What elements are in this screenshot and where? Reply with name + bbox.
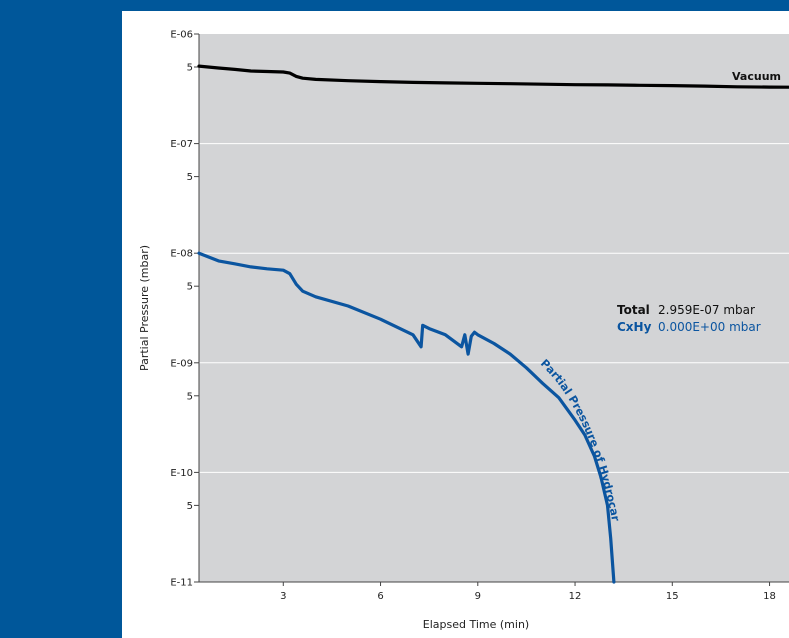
y-tick-label: 5: [187, 501, 193, 512]
brand-side-band: [0, 0, 122, 638]
y-tick-label: E-06: [170, 30, 193, 41]
x-tick-label: 12: [569, 591, 582, 602]
y-tick-label: E-07: [170, 139, 193, 150]
y-axis-title: Partial Pressure (mbar): [138, 245, 151, 371]
x-tick-label: 6: [377, 591, 383, 602]
x-tick-label: 15: [666, 591, 679, 602]
y-tick-label: 5: [187, 391, 193, 402]
y-tick-label: E-10: [170, 468, 193, 479]
x-tick-label: 18: [763, 591, 776, 602]
readout-cxhy-label: CxHy: [617, 320, 652, 334]
y-tick-label: E-09: [170, 358, 193, 369]
readout-cxhy-value: 0.000E+00 mbar: [658, 320, 761, 334]
x-tick-label: 3: [280, 591, 286, 602]
readout-total-value: 2.959E-07 mbar: [658, 303, 755, 317]
x-axis-title: Elapsed Time (min): [423, 618, 529, 631]
x-tick-label: 9: [475, 591, 481, 602]
y-tick-label: 5: [187, 282, 193, 293]
hydrocarbon-line: [197, 251, 616, 584]
vacuum-series-label: Vacuum: [732, 70, 781, 83]
readout-total-label: Total: [617, 303, 650, 317]
y-axis: E-06 5 E-07 5 E-08 5 E-09 5 E-10 5 E-11: [170, 30, 199, 589]
y-tick-label: 5: [187, 172, 193, 183]
vacuum-line: [197, 64, 789, 89]
y-tick-label: E-11: [170, 578, 193, 589]
plot-background: [199, 34, 789, 582]
brand-top-band: [122, 0, 789, 11]
x-axis: 3 6 9 12 15 18: [280, 582, 776, 602]
y-tick-label: E-08: [170, 249, 193, 260]
y-tick-label: 5: [187, 62, 193, 73]
grid-lines: [199, 143, 789, 473]
